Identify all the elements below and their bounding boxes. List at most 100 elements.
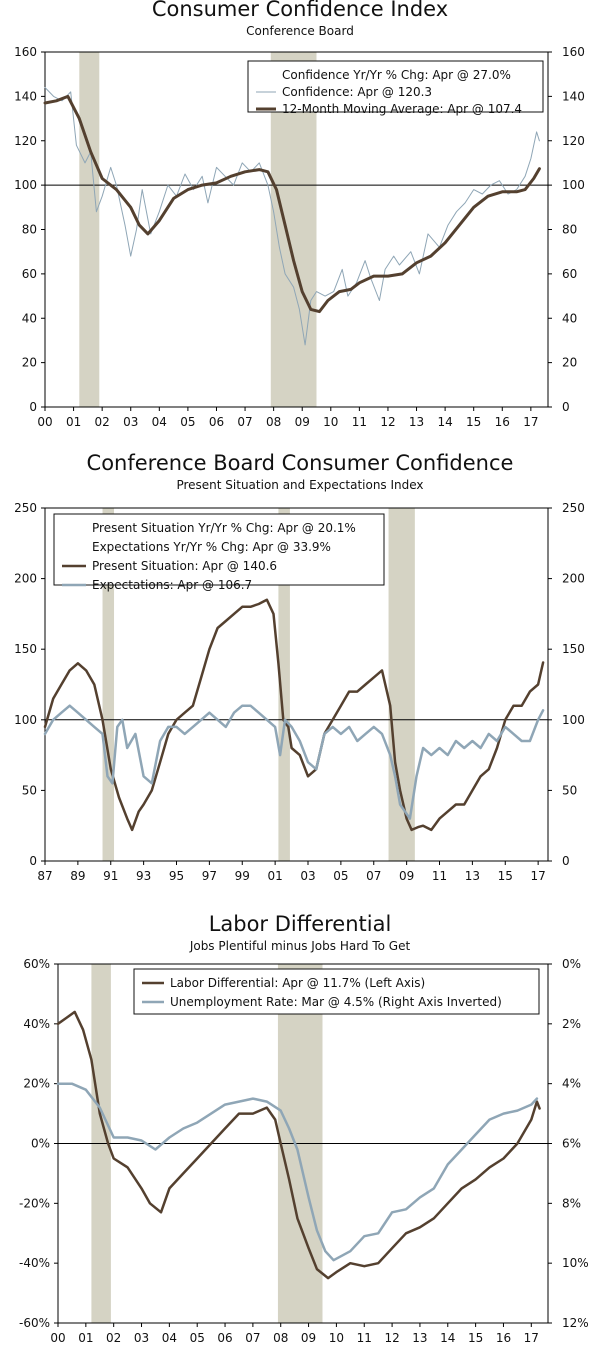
chart3-legend-box [133, 968, 540, 1015]
chart3-x-tick-label: 10 [329, 1331, 344, 1345]
chart2-y-tick-label-left: 50 [22, 783, 37, 797]
chart1-x-tick-label: 09 [295, 415, 310, 429]
chart3-x-tick-label: 13 [412, 1331, 427, 1345]
chart2-series-expectations [43, 704, 545, 820]
chart3-plot: -60% 12% -40% 10% -20% 8% 0% 6% 20% 4% 40% 2% 60% 0% 0… [19, 957, 589, 1345]
chart3-x-tick-label: 02 [106, 1331, 121, 1345]
chart2-y-tick-label-left: 100 [14, 713, 37, 727]
chart1-y-tick-label-left: 160 [14, 45, 37, 59]
chart3-x-tick-label: 05 [190, 1331, 205, 1345]
chart3-x-tick-label: 01 [78, 1331, 93, 1345]
chart3-y-tick-label-right: 0% [562, 957, 581, 971]
chart3-title: Labor Differential [208, 912, 392, 936]
chart3-x-tick-label: 09 [301, 1331, 316, 1345]
chart1-x-tick-label: 13 [409, 415, 424, 429]
chart2-x-tick-label: 15 [498, 869, 513, 883]
chart2-recession-band [278, 508, 290, 861]
chart1-legend-item: Confidence: Apr @ 120.3 [282, 85, 432, 99]
chart3-series-unemployment-rate [56, 1082, 539, 1262]
chart2-y-tick-label-right: 0 [562, 854, 570, 868]
present-expectations-panel: Conference Board Consumer Confidence Pre… [0, 448, 600, 898]
chart3-x-tick-label: 11 [357, 1331, 372, 1345]
chart2-title: Conference Board Consumer Confidence [86, 451, 514, 475]
chart2-y-tick-label-right: 50 [562, 783, 577, 797]
chart3-y-tick-label-right: 10% [562, 1256, 589, 1270]
chart1-y-tick-label-right: 100 [562, 178, 585, 192]
chart1-y-tick-label-right: 0 [562, 400, 570, 414]
chart1-y-tick-label-right: 80 [562, 223, 577, 237]
chart1-x-tick-label: 12 [380, 415, 395, 429]
chart2-y-tick-label-right: 250 [562, 501, 585, 515]
chart3-y-tick-label-left: -40% [19, 1256, 50, 1270]
chart3-y-tick-label-left: 40% [23, 1017, 50, 1031]
labor-differential-panel: Labor Differential Jobs Plentiful minus … [0, 907, 600, 1350]
chart3-x-tick-label: 15 [468, 1331, 483, 1345]
chart2-y-tick-label-left: 150 [14, 642, 37, 656]
chart3-y-tick-label-left: -20% [19, 1196, 50, 1210]
chart2-plot-frame [44, 507, 549, 862]
chart2-y-tick-label-left: 200 [14, 572, 37, 586]
chart1-y-tick-label-left: 100 [14, 178, 37, 192]
chart1-x-tick-label: 10 [323, 415, 338, 429]
chart1-y-tick-label-right: 120 [562, 134, 585, 148]
chart2-x-tick-label: 93 [136, 869, 151, 883]
chart3-y-tick-label-right: 4% [562, 1077, 581, 1091]
chart2-x-tick-label: 97 [202, 869, 217, 883]
consumer-confidence-panel: Consumer Confidence Index Conference Boa… [0, 0, 600, 445]
chart1-x-tick-label: 07 [237, 415, 252, 429]
chart1-y-tick-label-left: 140 [14, 89, 37, 103]
chart1-y-tick-label-left: 60 [22, 267, 37, 281]
chart2-subtitle: Present Situation and Expectations Index [176, 478, 424, 492]
chart1-y-tick-label-left: 40 [22, 311, 37, 325]
chart3-x-tick-label: 14 [440, 1331, 455, 1345]
chart2-x-tick-label: 95 [169, 869, 184, 883]
chart1-series-12-month-moving-average [43, 94, 541, 314]
chart3-y-tick-label-left: 0% [31, 1137, 50, 1151]
chart1-x-tick-label: 03 [123, 415, 138, 429]
chart1-y-tick-label-right: 60 [562, 267, 577, 281]
chart2-x-tick-label: 11 [432, 869, 447, 883]
chart1-x-tick-label: 15 [466, 415, 481, 429]
chart1-x-tick-label: 11 [352, 415, 367, 429]
chart3-x-tick-label: 08 [273, 1331, 288, 1345]
chart3-legend-item: Labor Differential: Apr @ 11.7% (Left Ax… [170, 976, 425, 990]
chart1-x-tick-label: 06 [209, 415, 224, 429]
chart2-series-present-situation [43, 598, 545, 832]
chart1-y-tick-label-left: 120 [14, 134, 37, 148]
chart1-x-tick-label: 04 [152, 415, 167, 429]
chart3-x-tick-label: 12 [384, 1331, 399, 1345]
chart3-y-tick-label-right: 6% [562, 1137, 581, 1151]
chart1-y-tick-label-right: 160 [562, 45, 585, 59]
chart2-y-tick-label-right: 100 [562, 713, 585, 727]
chart1-title: Consumer Confidence Index [151, 0, 449, 21]
chart2-x-tick-label: 13 [465, 869, 480, 883]
chart3-x-tick-label: 00 [50, 1331, 65, 1345]
chart1-y-tick-label-right: 140 [562, 89, 585, 103]
chart1-x-tick-label: 02 [95, 415, 110, 429]
chart3-series-labor-differential [56, 1010, 541, 1280]
chart2-x-tick-label: 99 [235, 869, 250, 883]
chart3-x-tick-label: 16 [496, 1331, 511, 1345]
chart1-y-tick-label-right: 20 [562, 356, 577, 370]
chart2-recession-band [102, 508, 115, 861]
chart2-x-tick-label: 03 [300, 869, 315, 883]
chart3-x-tick-label: 07 [245, 1331, 260, 1345]
chart1-x-tick-label: 08 [266, 415, 281, 429]
chart1-x-tick-label: 00 [37, 415, 52, 429]
chart3-y-tick-label-right: 8% [562, 1196, 581, 1210]
chart3-y-tick-label-left: 20% [23, 1077, 50, 1091]
chart1-y-tick-label-left: 20 [22, 356, 37, 370]
chart2-legend-box [53, 513, 385, 586]
chart3-legend-item: Unemployment Rate: Mar @ 4.5% (Right Axi… [170, 995, 502, 1009]
chart2-x-tick-label: 87 [37, 869, 52, 883]
chart2-legend-item: Expectations: Apr @ 106.7 [92, 578, 252, 592]
chart2-legend-item: Present Situation: Apr @ 140.6 [92, 559, 277, 573]
chart2-x-tick-label: 89 [70, 869, 85, 883]
chart2-y-tick-label-right: 200 [562, 572, 585, 586]
chart2-legend-item: Present Situation Yr/Yr % Chg: Apr @ 20.… [92, 521, 356, 535]
chart3-x-tick-label: 04 [162, 1331, 177, 1345]
chart2-y-tick-label-left: 250 [14, 501, 37, 515]
chart1-x-tick-label: 14 [437, 415, 452, 429]
